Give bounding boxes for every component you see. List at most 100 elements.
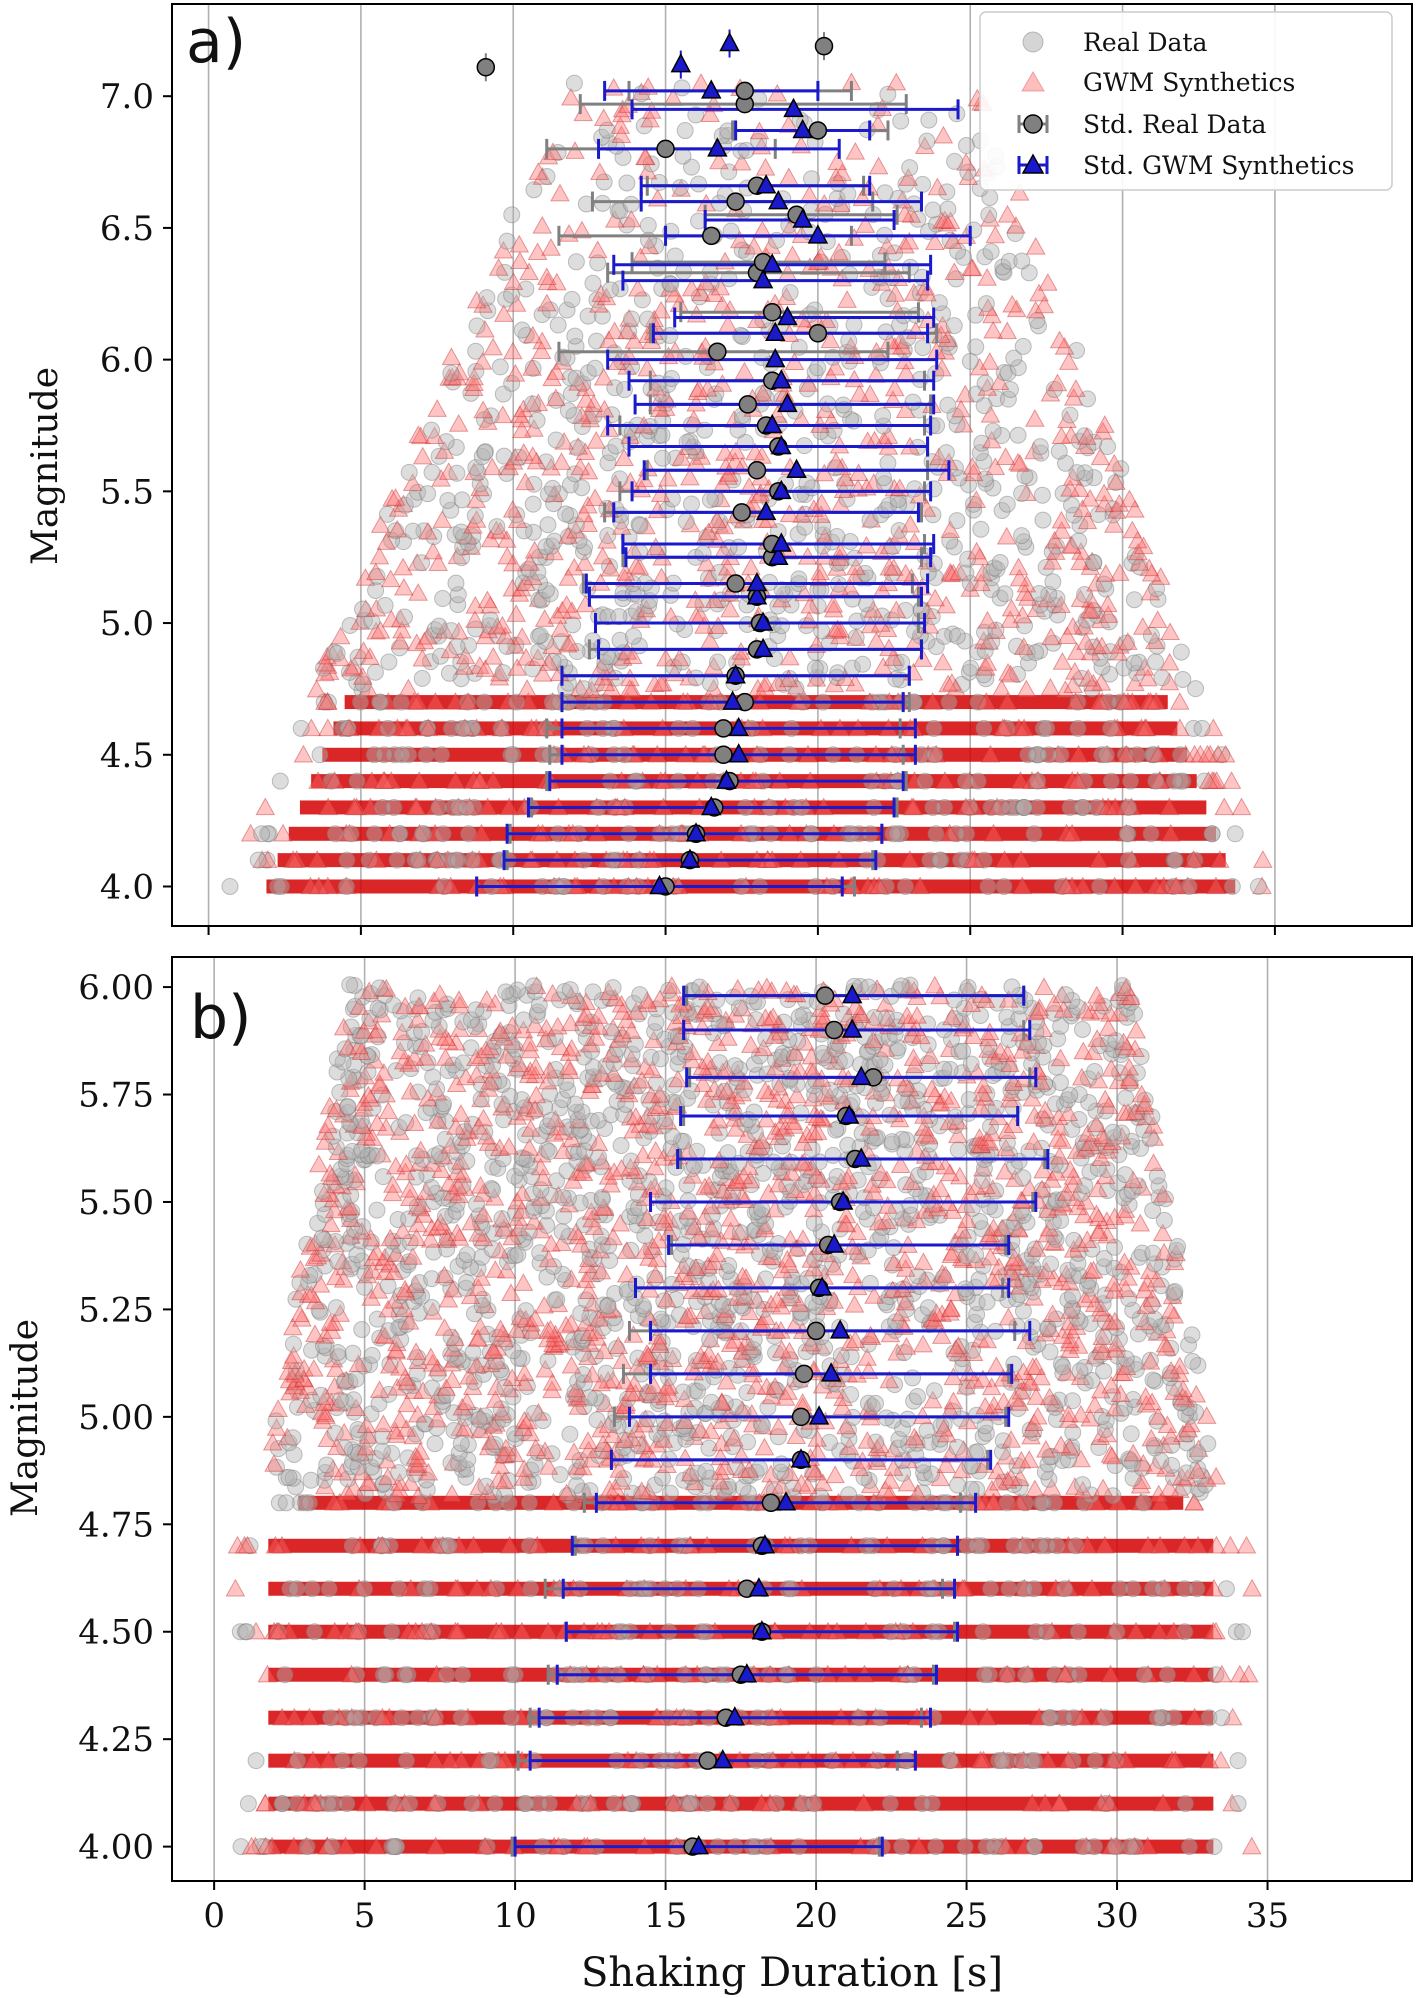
synthetic-point xyxy=(815,400,836,418)
real-data-point xyxy=(1188,1580,1206,1598)
synthetic-point xyxy=(528,393,549,412)
synthetic-point xyxy=(505,447,525,466)
real-data-point xyxy=(1040,585,1058,603)
real-data-point xyxy=(525,475,543,493)
real-data-point xyxy=(356,611,374,629)
synthetic-point xyxy=(381,771,402,789)
real-data-point xyxy=(1104,500,1122,518)
synthetic-point xyxy=(617,356,637,375)
synthetic-point xyxy=(910,876,930,895)
synthetic-point xyxy=(624,331,645,349)
synthetic-point xyxy=(1012,876,1033,895)
real-data-point xyxy=(385,1838,403,1856)
real-data-point xyxy=(881,1795,899,1813)
real-data-point xyxy=(893,653,911,671)
synthetic-point xyxy=(341,1707,362,1726)
synthetic-point xyxy=(1222,1707,1243,1726)
synthetic-point xyxy=(966,490,987,508)
real-data-point xyxy=(1147,653,1165,671)
real-data-point xyxy=(386,746,404,764)
real-data-point xyxy=(1083,680,1101,698)
synthetic-point xyxy=(729,230,750,249)
real-data-point xyxy=(737,141,755,159)
synthetic-point xyxy=(639,236,660,255)
synthetic-point xyxy=(1140,692,1161,710)
y-tick-label: 6.5 xyxy=(100,209,154,249)
std-synthetic-marker xyxy=(728,743,749,763)
real-data-point xyxy=(356,1580,374,1598)
real-data-point xyxy=(302,1471,320,1489)
synthetic-point xyxy=(402,473,423,491)
real-data-point xyxy=(488,518,506,536)
synthetic-point xyxy=(308,771,328,789)
real-data-point xyxy=(418,1623,436,1641)
real-data-point xyxy=(447,438,465,456)
synthetic-point xyxy=(1072,499,1093,517)
synthetic-point xyxy=(434,441,455,459)
synthetic-point xyxy=(564,557,585,576)
synthetic-point xyxy=(704,284,724,302)
synthetic-point xyxy=(368,718,389,737)
real-data-point xyxy=(495,447,513,465)
synthetic-point xyxy=(873,656,893,675)
synthetic-point xyxy=(318,797,339,816)
real-data-point xyxy=(618,216,636,234)
real-data-point xyxy=(339,719,357,737)
real-data-point xyxy=(370,693,388,711)
real-data-point xyxy=(1249,877,1267,895)
synthetic-point xyxy=(1025,300,1046,319)
synthetic-point xyxy=(776,287,797,305)
real-data-point xyxy=(419,485,437,503)
real-data-point xyxy=(897,175,915,193)
real-data-point xyxy=(570,532,588,550)
real-data-point xyxy=(1093,746,1111,764)
synthetic-point xyxy=(617,321,637,340)
panel-a-frame xyxy=(171,3,1413,927)
synthetic-point xyxy=(611,125,632,144)
real-data-point xyxy=(1229,1752,1247,1770)
synthetic-point xyxy=(620,668,640,687)
synthetic-point xyxy=(1070,552,1090,571)
real-data-point xyxy=(593,307,611,325)
real-data-point xyxy=(585,407,603,425)
synthetic-point xyxy=(293,744,314,763)
synthetic-point xyxy=(511,1707,531,1726)
real-data-point xyxy=(973,434,991,452)
real-data-point xyxy=(288,1795,306,1813)
real-data-point xyxy=(378,505,396,523)
real-data-point xyxy=(373,798,391,816)
real-data-point xyxy=(1135,1494,1153,1512)
synthetic-point xyxy=(1125,876,1146,895)
synthetic-point xyxy=(546,272,567,291)
synthetic-point xyxy=(477,590,498,609)
synthetic-point xyxy=(926,744,946,763)
real-data-point xyxy=(1044,634,1062,652)
synthetic-point xyxy=(582,680,602,699)
synthetic-point xyxy=(719,1793,740,1812)
synthetic-point xyxy=(963,463,984,482)
real-data-point xyxy=(1205,1838,1223,1856)
synthetic-point xyxy=(556,595,577,613)
real-data-point xyxy=(620,322,638,340)
synthetic-point xyxy=(466,718,487,737)
synthetic-point xyxy=(1150,567,1171,585)
real-data-point xyxy=(607,437,625,455)
synthetic-point xyxy=(778,115,799,133)
real-data-point xyxy=(547,431,565,449)
synthetic-point xyxy=(1136,718,1157,737)
real-data-point xyxy=(924,506,942,524)
real-data-point xyxy=(1014,337,1032,355)
real-data-point xyxy=(1050,442,1068,460)
synthetic-point xyxy=(997,1664,1017,1683)
synthetic-point xyxy=(1067,771,1088,789)
real-data-point xyxy=(459,534,477,552)
synthetic-point xyxy=(464,373,484,391)
real-data-point xyxy=(513,321,531,339)
synthetic-point xyxy=(425,823,445,842)
synthetic-point xyxy=(459,797,480,816)
synthetic-point xyxy=(846,628,866,646)
legend-real-data-marker xyxy=(1022,31,1044,53)
real-data-point xyxy=(562,385,580,403)
synthetic-point xyxy=(469,1793,489,1812)
real-data-point xyxy=(1074,1838,1092,1856)
